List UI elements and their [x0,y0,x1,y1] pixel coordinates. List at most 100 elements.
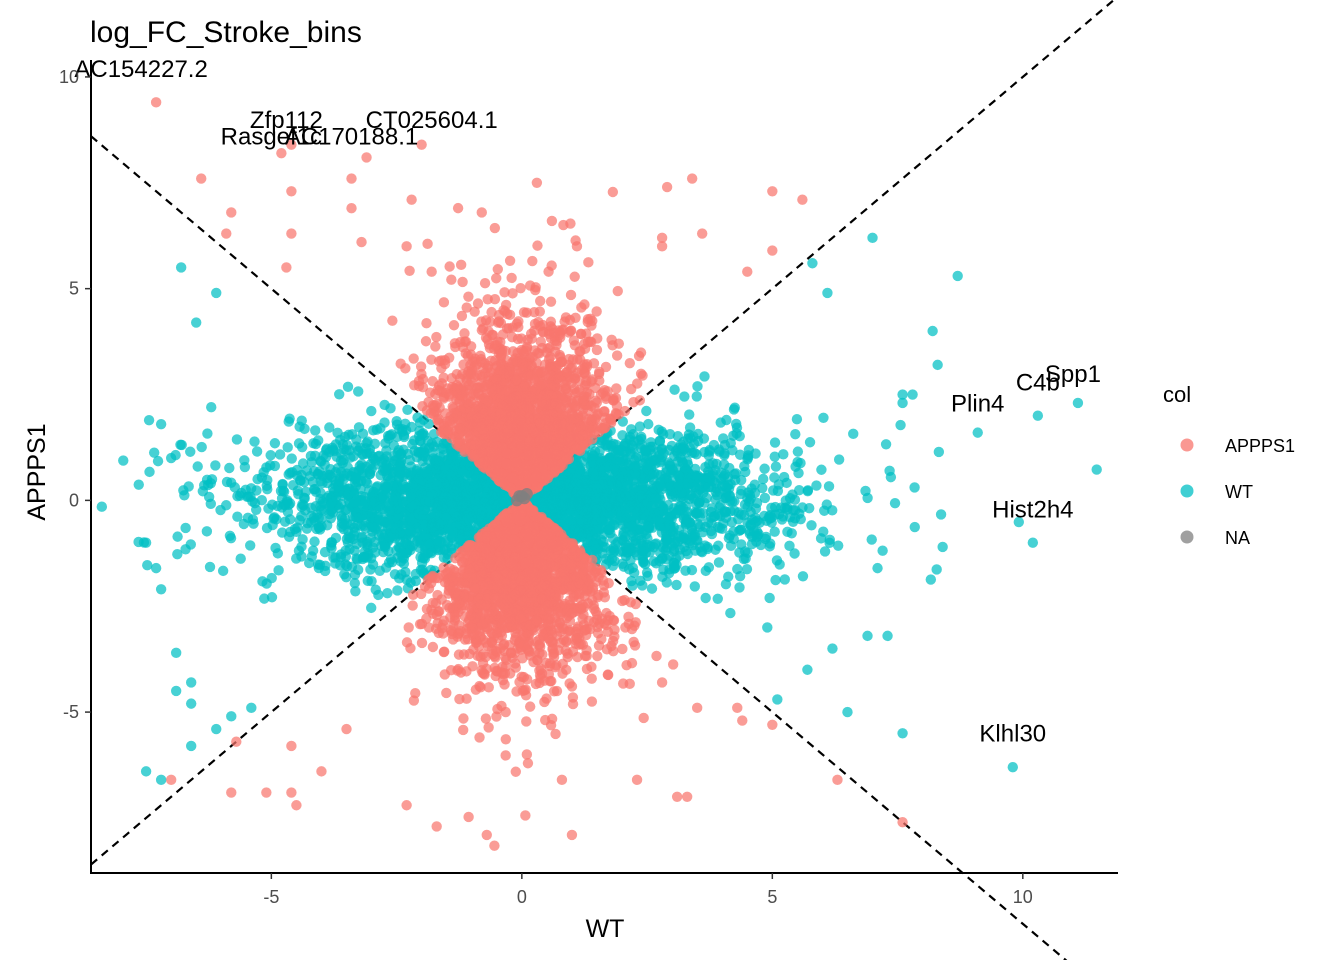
wt-point [681,447,692,458]
wt-point [770,461,782,472]
wt-point [769,526,780,537]
wt-point [645,437,657,448]
wt-point [581,514,593,525]
wt-point [755,539,767,551]
wt-point [205,478,217,489]
wt-point [320,560,331,571]
wt-point [362,478,373,489]
wt-point [353,512,364,524]
wt-point [307,545,319,556]
wt-point [667,491,678,503]
wt-point [400,506,411,518]
wt-point [736,474,747,486]
wt-point [284,413,295,424]
wt-point [406,467,417,478]
wt-point [770,574,781,586]
wt-point [804,437,816,448]
wt-point [889,497,901,509]
wt-point [654,436,666,447]
wt-point [678,436,689,448]
wt-point [778,449,789,460]
wt-point [725,607,736,619]
wt-point [740,466,751,478]
wt-point [221,500,232,511]
wt-point [909,521,920,533]
wt-point [551,502,562,513]
wt-point [806,520,817,531]
wt-point [464,495,476,507]
wt-point [434,536,445,547]
appps1-point [591,344,603,356]
wt-point [425,513,437,524]
wt-point [235,553,246,564]
wt-point [1013,516,1025,528]
wt-point [221,476,233,488]
wt-point [369,438,381,449]
wt-point [330,439,342,450]
wt-point [736,539,747,550]
wt-point [627,440,638,451]
wt-point [880,439,892,450]
wt-point [635,502,647,513]
wt-point [664,429,676,440]
wt-point [721,491,732,502]
wt-point [204,561,216,573]
wt-point [818,526,829,537]
appps1-point [500,750,511,761]
appps1-point [444,261,455,272]
wt-point [630,469,641,481]
wt-point [603,524,615,536]
wt-point [766,517,777,528]
wt-point [689,529,701,540]
wt-point [723,571,734,582]
wt-point [618,561,629,572]
wt-point [759,492,771,504]
wt-point [790,461,801,472]
wt-point [353,422,365,433]
wt-point [196,441,207,453]
appps1-point [567,692,579,703]
wt-point [802,486,813,497]
wt-point [445,470,457,482]
wt-point [373,530,385,541]
appps1-point [448,320,460,331]
wt-point [395,556,407,567]
wt-point [374,565,385,576]
wt-point [751,497,763,509]
wt-point [273,565,284,576]
wt-point [449,507,460,518]
wt-point [371,482,382,493]
wt-point [225,532,237,544]
appps1-point [510,766,521,777]
chart-title: log_FC_Stroke_bins [90,16,362,49]
wt-point [296,441,308,453]
wt-point [588,539,600,551]
wt-point [293,489,304,500]
wt-point [286,453,297,464]
wt-point [249,436,260,447]
wt-point [317,477,328,489]
wt-point [466,485,477,496]
wt-point [553,477,565,488]
appps1-point [522,758,534,769]
wt-point [671,579,682,591]
wt-point [732,563,743,575]
wt-point [654,555,665,567]
wt-point [848,428,859,440]
wt-point [818,412,829,423]
wt-point [718,459,730,470]
wt-point [461,510,472,521]
appps1-point [635,368,647,379]
wt-point [657,505,669,516]
wt-point [176,439,187,451]
wt-point [471,508,483,519]
wt-point [309,450,321,462]
wt-point [379,541,391,553]
wt-point [623,516,634,528]
wt-point [185,539,196,550]
appps1-point [446,274,457,285]
wt-point [385,403,396,414]
wt-point [816,464,827,475]
wt-point [245,540,256,551]
appps1-point [511,686,522,697]
